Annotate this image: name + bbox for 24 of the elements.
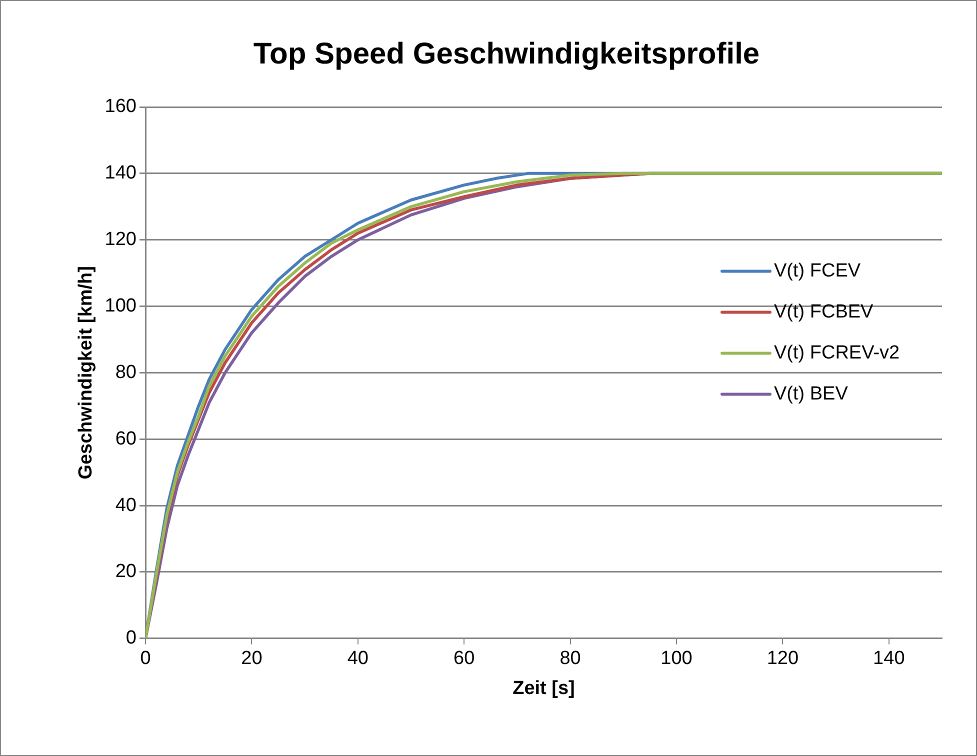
x-tick-label: 140 — [873, 648, 905, 670]
x-tick-label: 60 — [454, 648, 475, 670]
y-tick-label: 40 — [115, 494, 136, 516]
y-tick-label: 160 — [104, 96, 136, 118]
legend-label: V(t) BEV — [774, 383, 848, 404]
y-tick-label: 100 — [104, 296, 136, 317]
y-tick-label: 120 — [104, 229, 136, 250]
y-tick-label: 60 — [115, 428, 136, 450]
x-tick-label: 40 — [347, 648, 368, 670]
x-tick-label: 0 — [140, 648, 151, 670]
legend-label: V(t) FCEV — [774, 260, 861, 282]
y-tick-label: 80 — [115, 362, 136, 383]
chart-title: Top Speed Geschwindigkeitsprofile — [253, 37, 760, 70]
y-axis-title: Geschwindigkeit [km/h] — [76, 266, 97, 480]
x-tick-label: 100 — [660, 648, 692, 670]
y-tick-label: 140 — [104, 162, 136, 184]
x-tick-label: 20 — [241, 648, 262, 670]
y-tick-label: 20 — [115, 561, 136, 582]
y-tick-label: 0 — [126, 628, 136, 649]
x-axis-title: Zeit [s] — [512, 678, 575, 699]
x-tick-label: 80 — [560, 648, 581, 670]
legend-label: V(t) FCBEV — [774, 301, 874, 322]
x-tick-label: 120 — [766, 648, 799, 670]
legend-label: V(t) FCREV-v2 — [774, 342, 900, 364]
